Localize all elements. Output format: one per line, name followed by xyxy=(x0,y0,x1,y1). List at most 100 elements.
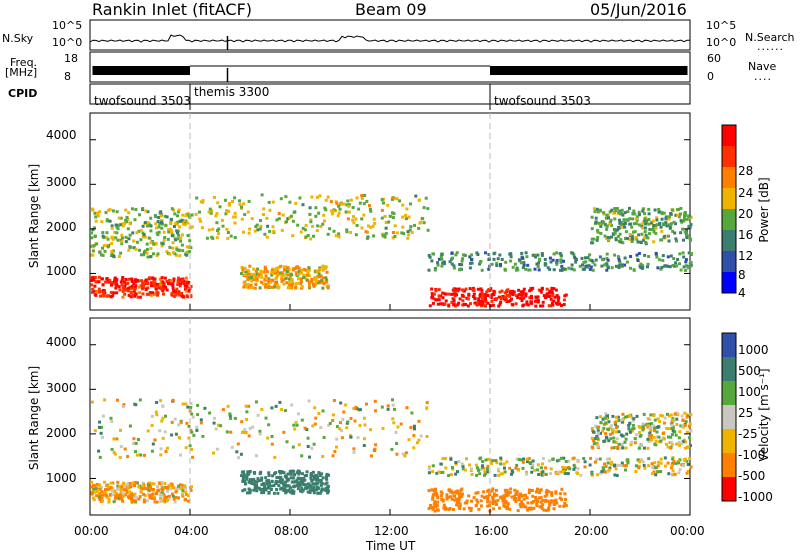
velocity-panel-cell xyxy=(247,470,251,474)
velocity-panel-cell xyxy=(145,499,149,503)
velocity-panel-cell xyxy=(458,502,462,506)
velocity-panel-cell xyxy=(611,414,615,418)
power-panel-cell xyxy=(479,299,483,303)
power-panel-cell xyxy=(647,218,651,221)
power-panel-cell xyxy=(110,283,113,287)
velocity-panel-cell xyxy=(305,474,308,477)
power-panel-cell xyxy=(619,223,623,227)
velocity-panel-cell xyxy=(459,488,463,492)
power-panel-cell xyxy=(174,238,178,242)
velocity-panel-cell xyxy=(149,485,153,489)
power-panel-cell xyxy=(262,213,265,216)
power-panel-cell xyxy=(248,264,252,268)
velocity-panel-cell xyxy=(427,465,431,469)
power-panel-cell xyxy=(342,202,346,206)
power-panel-cell xyxy=(106,237,110,241)
velocity-panel-cell xyxy=(139,486,143,490)
power-panel-cell xyxy=(101,283,105,287)
velocity-panel-cell xyxy=(134,495,138,499)
power-panel-cell xyxy=(607,216,610,220)
velocity-panel-cell xyxy=(321,409,325,413)
velocity-panel-cell xyxy=(146,429,150,433)
velocity-panel-cell xyxy=(669,435,673,439)
velocity-panel-cell xyxy=(619,433,623,437)
power-panel-cell xyxy=(250,275,254,279)
power-panel-cell xyxy=(476,287,480,291)
freq-unit: [MHz] xyxy=(5,66,38,79)
power-panel-cell xyxy=(433,268,437,272)
velocity-panel-cell xyxy=(460,462,464,466)
velocity-panel-cell xyxy=(675,423,679,426)
power-panel-cell xyxy=(176,279,180,283)
power-panel-cell xyxy=(248,227,252,231)
power-panel-cell xyxy=(670,208,674,212)
power-panel-cell xyxy=(285,270,289,273)
power-panel-cell xyxy=(304,223,308,227)
power-panel-cell xyxy=(207,210,211,214)
velocity-panel-cell xyxy=(190,485,193,489)
power-panel-cell xyxy=(149,293,153,297)
velocity-panel-cell xyxy=(594,437,598,440)
power-panel-cell xyxy=(100,220,104,224)
velocity-panel-cell xyxy=(560,456,563,460)
power-panel-cell xyxy=(172,225,176,228)
nsky-label: N.Sky xyxy=(2,32,34,45)
velocity-panel-cell xyxy=(260,483,264,487)
velocity-panel-cell xyxy=(614,446,618,450)
power-panel-cell xyxy=(318,194,322,198)
power-panel-cell xyxy=(140,279,144,283)
power-cb-tick-24: 24 xyxy=(738,186,754,200)
power-panel-cell xyxy=(689,238,692,242)
velocity-panel-cell xyxy=(363,423,367,427)
power-panel-cell xyxy=(184,287,187,291)
power-panel-cell xyxy=(93,211,97,215)
power-panel-cell xyxy=(637,252,641,255)
velocity-panel-cell xyxy=(128,424,132,428)
velocity-panel-cell xyxy=(633,441,637,445)
velocity-panel-cell xyxy=(297,472,301,476)
velocity-panel-cell xyxy=(598,457,602,461)
velocity-panel-cell xyxy=(290,491,294,495)
velocity-panel-cell xyxy=(552,499,556,503)
velocity-panel-cell xyxy=(544,472,548,476)
power-panel-cell xyxy=(596,236,600,239)
velocity-panel-cell xyxy=(670,442,674,446)
velocity-panel-cell xyxy=(452,494,456,498)
power-panel-cell xyxy=(584,260,588,264)
power-panel-cell xyxy=(601,258,604,262)
power-panel-cell xyxy=(190,213,194,217)
power-panel-cell xyxy=(639,241,643,244)
power-panel-cell xyxy=(286,273,290,277)
velocity-panel-cell xyxy=(687,436,691,440)
power-panel-cell xyxy=(226,236,230,240)
velocity-panel-cell xyxy=(677,436,681,440)
velocity-panel-cell xyxy=(653,426,657,430)
power-panel-cell xyxy=(325,278,329,282)
velocity-panel-cell xyxy=(244,482,248,486)
velocity-panel-cell xyxy=(486,500,490,504)
nsearch-tick-bottom: 10^0 xyxy=(706,36,737,49)
power-panel-cell xyxy=(508,252,512,256)
power-panel-cell xyxy=(117,285,121,289)
power-panel-cell xyxy=(466,304,470,308)
station-title: Rankin Inlet (fitACF) xyxy=(92,0,253,19)
power-panel-cell xyxy=(572,268,576,272)
velocity-panel-cell xyxy=(590,427,594,430)
power-panel-cell xyxy=(108,219,112,223)
power-panel-cell xyxy=(529,287,533,291)
power-panel-cell xyxy=(631,217,635,221)
power-panel-cell xyxy=(524,251,528,255)
power-panel-cell xyxy=(306,270,310,274)
power-colorbar-swatch xyxy=(722,209,736,230)
power-panel-cell xyxy=(150,284,153,288)
velocity-panel-cell xyxy=(641,428,645,432)
velocity-panel-cell xyxy=(440,498,444,501)
power-panel-cell xyxy=(552,268,556,272)
power-panel-cell xyxy=(95,242,99,246)
velocity-panel-cell xyxy=(558,496,562,500)
velocity-panel-cell xyxy=(447,495,451,499)
power-panel-cell xyxy=(524,292,528,296)
power-panel-cell xyxy=(271,200,275,204)
power-panel-cell xyxy=(256,228,260,232)
velocity-panel-cell xyxy=(667,435,670,439)
